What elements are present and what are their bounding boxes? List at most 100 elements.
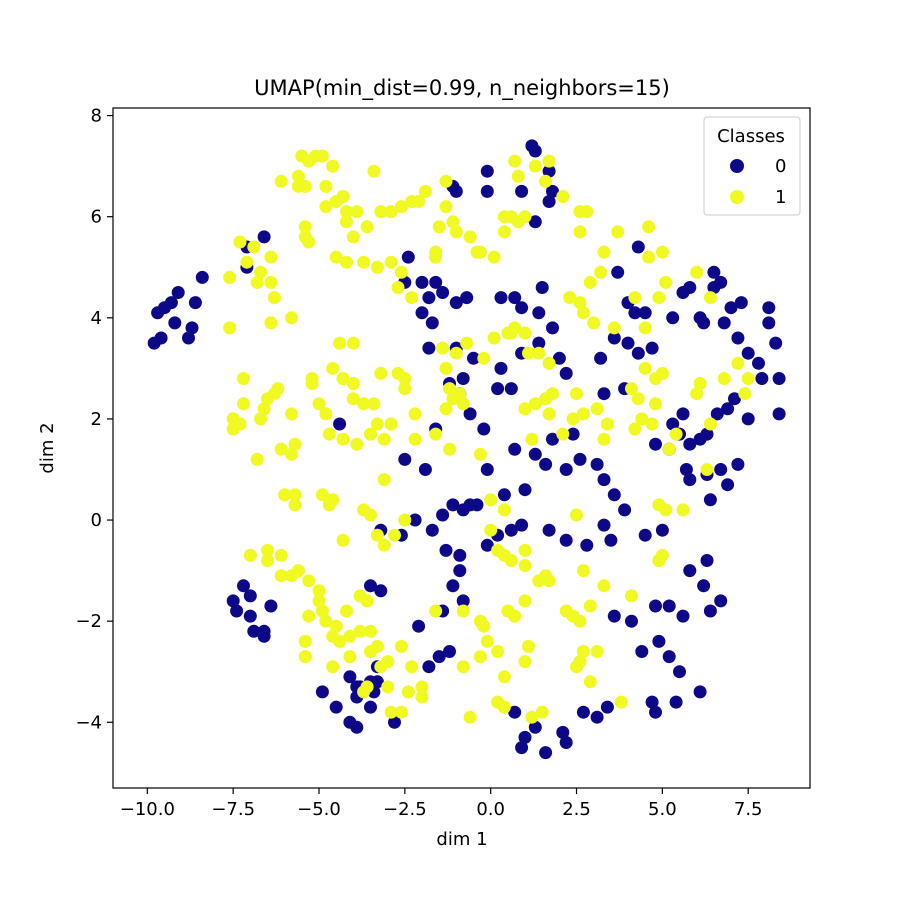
point-class-1 [741, 372, 755, 385]
point-class-1 [364, 645, 377, 658]
point-class-0 [600, 700, 614, 714]
point-class-1 [384, 205, 398, 219]
point-class-0 [185, 321, 199, 335]
point-class-1 [405, 660, 419, 674]
point-class-1 [703, 291, 717, 305]
point-class-1 [305, 377, 319, 390]
point-class-1 [302, 235, 316, 249]
point-class-0 [546, 321, 559, 335]
point-class-1 [635, 412, 649, 426]
point-class-0 [566, 427, 580, 441]
point-class-1 [257, 402, 271, 416]
point-class-0 [631, 240, 645, 254]
point-class-0 [546, 432, 559, 446]
point-class-1 [302, 609, 316, 623]
point-class-0 [412, 619, 426, 633]
point-class-0 [755, 372, 769, 385]
point-class-1 [261, 554, 274, 567]
point-class-0 [418, 463, 432, 476]
point-class-1 [525, 432, 539, 446]
legend-box [703, 116, 801, 216]
point-class-0 [676, 407, 690, 421]
point-class-1 [398, 372, 412, 385]
point-class-1 [346, 336, 360, 350]
point-class-1 [357, 397, 371, 411]
point-class-0 [477, 422, 491, 436]
point-class-1 [508, 609, 522, 623]
point-class-0 [456, 594, 470, 608]
point-class-1 [405, 291, 419, 305]
point-class-0 [425, 316, 439, 330]
point-class-0 [590, 710, 604, 724]
point-class-1 [556, 427, 570, 441]
point-class-1 [522, 639, 535, 653]
point-class-1 [573, 296, 587, 310]
point-class-1 [655, 366, 669, 380]
point-class-1 [693, 377, 707, 390]
point-class-1 [439, 200, 453, 214]
point-class-1 [429, 427, 443, 441]
point-class-0 [607, 331, 621, 345]
point-class-1 [274, 174, 288, 188]
point-class-0 [422, 341, 436, 355]
point-class-0 [436, 286, 450, 299]
point-class-0 [226, 594, 240, 608]
point-class-1 [470, 245, 484, 259]
point-class-0 [573, 452, 587, 466]
point-class-0 [480, 164, 494, 178]
x-tick-label: −2.5 [383, 799, 427, 820]
point-class-1 [597, 579, 611, 593]
point-class-0 [772, 372, 786, 385]
point-class-0 [422, 660, 436, 674]
point-class-1 [353, 624, 367, 638]
point-class-1 [487, 250, 501, 264]
point-class-1 [398, 513, 412, 527]
point-class-0 [432, 650, 446, 664]
point-class-0 [762, 301, 776, 315]
point-class-0 [683, 473, 697, 487]
point-class-0 [364, 700, 377, 714]
legend-label-class-0: 0 [775, 156, 786, 177]
point-class-1 [473, 447, 487, 461]
point-class-0 [676, 609, 690, 623]
point-class-1 [642, 220, 656, 234]
point-class-1 [542, 356, 556, 370]
point-class-1 [542, 574, 556, 588]
point-class-1 [377, 538, 391, 552]
point-class-1 [343, 629, 357, 643]
point-class-1 [690, 265, 704, 279]
point-class-0 [556, 725, 570, 739]
point-class-1 [370, 417, 384, 431]
point-class-1 [291, 169, 305, 183]
point-class-1 [484, 493, 498, 507]
y-tick-label: −4 [75, 712, 102, 733]
point-class-0 [731, 331, 745, 345]
point-class-1 [535, 705, 549, 719]
point-class-1 [556, 190, 570, 203]
point-class-1 [576, 564, 590, 578]
point-class-1 [573, 225, 587, 239]
point-class-0 [415, 275, 429, 289]
point-class-1 [319, 614, 333, 628]
plot-frame [112, 107, 811, 789]
point-class-1 [264, 275, 278, 289]
point-class-1 [412, 195, 426, 208]
point-class-0 [731, 457, 745, 471]
legend-marker-class-1 [730, 190, 744, 204]
point-class-0 [243, 589, 257, 603]
point-class-1 [285, 311, 298, 325]
point-class-1 [322, 498, 336, 512]
point-class-1 [364, 624, 377, 638]
point-class-1 [631, 392, 645, 406]
point-class-0 [422, 291, 436, 305]
point-class-1 [645, 417, 659, 431]
point-class-1 [611, 225, 625, 239]
point-class-0 [559, 463, 573, 476]
point-class-0 [401, 250, 415, 264]
point-class-1 [340, 255, 353, 269]
point-class-1 [394, 265, 408, 279]
point-class-0 [728, 392, 741, 406]
point-class-0 [607, 609, 621, 623]
point-class-1 [573, 614, 587, 628]
point-class-0 [542, 523, 556, 537]
